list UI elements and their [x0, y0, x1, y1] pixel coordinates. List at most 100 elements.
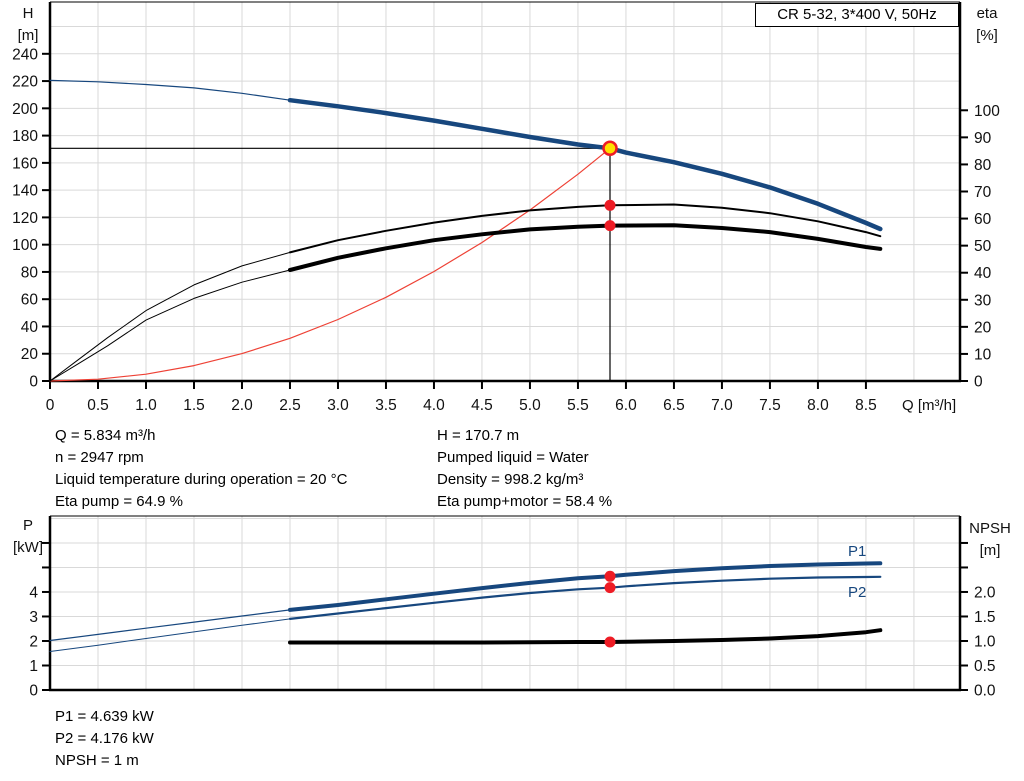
svg-text:2.0: 2.0 — [974, 584, 996, 601]
bottom-chart-grid — [50, 516, 960, 690]
svg-text:100: 100 — [974, 103, 1000, 120]
svg-text:3.0: 3.0 — [327, 397, 349, 414]
bottom-chart-frame — [48, 515, 962, 692]
h-axis-unit-label: H [m] — [10, 3, 46, 47]
eta-axis-unit-symbol: eta — [976, 5, 998, 22]
svg-text:100: 100 — [12, 237, 38, 254]
svg-text:20: 20 — [21, 346, 39, 363]
operating-point-left-block: Q = 5.834 m³/h n = 2947 rpm Liquid tempe… — [55, 425, 347, 513]
svg-text:0: 0 — [974, 374, 983, 391]
svg-text:6.0: 6.0 — [615, 397, 637, 414]
svg-text:7.5: 7.5 — [759, 397, 781, 414]
npsh-point-marker — [604, 636, 616, 648]
npsh-curve — [288, 628, 883, 645]
svg-text:180: 180 — [12, 128, 38, 145]
eta-axis-unit-measure: [%] — [976, 27, 998, 44]
eta-pump-motor-thin-curve — [49, 269, 291, 382]
svg-text:7.0: 7.0 — [711, 397, 733, 414]
pump-title-box: CR 5-32, 3*400 V, 50Hz — [755, 3, 959, 27]
svg-text:20: 20 — [974, 319, 992, 336]
svg-text:4.5: 4.5 — [471, 397, 493, 414]
svg-text:4.0: 4.0 — [423, 397, 445, 414]
svg-text:30: 30 — [974, 292, 992, 309]
duty-point-marker — [602, 140, 618, 157]
pumped-liquid-value: Pumped liquid = Water — [437, 449, 589, 466]
p2-curve — [288, 575, 882, 621]
svg-text:3: 3 — [29, 609, 38, 626]
flow-value: Q = 5.834 m³/h — [55, 427, 156, 444]
svg-text:5.0: 5.0 — [519, 397, 541, 414]
qh-thin-curve — [49, 79, 291, 101]
svg-text:1.0: 1.0 — [974, 633, 996, 650]
top-chart-grid — [50, 2, 960, 381]
top-chart-frame — [48, 1, 962, 383]
eta-pump-motor-value: Eta pump+motor = 58.4 % — [437, 493, 613, 510]
svg-text:60: 60 — [974, 211, 992, 228]
eta-pump-motor-point-marker — [604, 220, 616, 232]
svg-text:10: 10 — [974, 346, 992, 363]
eta-axis-unit-label: eta [%] — [966, 3, 1008, 47]
p-axis-unit-symbol: P — [22, 517, 33, 534]
npsh-axis-unit-symbol: NPSH — [969, 520, 1011, 537]
q-axis-unit-label: Q [m³/h] — [902, 397, 957, 414]
svg-text:40: 40 — [21, 319, 39, 336]
svg-text:240: 240 — [12, 46, 38, 63]
svg-text:40: 40 — [974, 265, 992, 282]
eta-pump-value: Eta pump = 64.9 % — [55, 493, 183, 510]
svg-text:2.0: 2.0 — [231, 397, 253, 414]
svg-text:60: 60 — [21, 292, 39, 309]
eta-pump-thin-curve — [49, 251, 291, 382]
liquid-temperature-value: Liquid temperature during operation = 20… — [55, 471, 348, 488]
p2-thin-curve — [49, 618, 291, 652]
svg-text:200: 200 — [12, 101, 38, 118]
svg-text:50: 50 — [974, 238, 992, 255]
svg-text:8.5: 8.5 — [855, 397, 877, 414]
svg-text:5.5: 5.5 — [567, 397, 589, 414]
svg-text:3.5: 3.5 — [375, 397, 397, 414]
operating-point-right-block: H = 170.7 m Pumped liquid = Water Densit… — [437, 425, 612, 513]
svg-text:1.5: 1.5 — [183, 397, 205, 414]
speed-value: n = 2947 rpm — [55, 449, 144, 466]
svg-text:4: 4 — [29, 584, 38, 601]
p2-point-marker — [604, 582, 616, 594]
eta-pump-motor-curve — [288, 223, 883, 272]
svg-text:220: 220 — [12, 74, 38, 91]
svg-text:80: 80 — [974, 157, 992, 174]
svg-text:6.5: 6.5 — [663, 397, 685, 414]
svg-text:90: 90 — [974, 130, 992, 147]
svg-text:0.5: 0.5 — [974, 658, 996, 675]
density-value: Density = 998.2 kg/m³ — [437, 471, 584, 488]
p1-curve — [288, 561, 883, 612]
p2-curve-label: P2 — [848, 584, 867, 601]
bottom-chart-ticks: 0 1 2 3 4 0.0 0.5 1.0 1.5 2.0 — [29, 541, 996, 700]
h-axis-unit-symbol: H — [22, 5, 34, 22]
p1-curve-label: P1 — [848, 543, 867, 560]
top-chart-ticks: 0 0.5 1.0 1.5 2.0 2.5 3.0 3.5 4.0 4.5 5.0 5.5 6.0 6.5… — [12, 46, 1000, 414]
npsh-value: NPSH = 1 m — [55, 752, 139, 769]
p-axis-unit-measure: [kW] — [13, 539, 43, 556]
svg-text:140: 140 — [12, 183, 38, 200]
p1-point-marker — [604, 570, 616, 582]
svg-text:160: 160 — [12, 155, 38, 172]
qh-curve — [287, 97, 883, 232]
p1-thin-curve — [49, 609, 291, 642]
svg-text:120: 120 — [12, 210, 38, 227]
eta-pump-point-marker — [604, 199, 616, 211]
svg-text:0: 0 — [46, 397, 55, 414]
svg-text:2: 2 — [29, 633, 38, 650]
system-curve-curve — [49, 147, 611, 382]
svg-text:0: 0 — [29, 374, 38, 391]
p1-value: P1 = 4.639 kW — [55, 708, 154, 725]
power-npsh-block: P1 = 4.639 kW P2 = 4.176 kW NPSH = 1 m — [55, 706, 154, 772]
svg-text:80: 80 — [21, 264, 39, 281]
svg-text:0.0: 0.0 — [974, 683, 996, 700]
svg-text:0: 0 — [29, 683, 38, 700]
svg-text:70: 70 — [974, 184, 992, 201]
h-axis-unit-measure: [m] — [17, 27, 39, 44]
svg-text:8.0: 8.0 — [807, 397, 829, 414]
npsh-axis-unit-label: NPSH [m] — [962, 518, 1018, 562]
head-value: H = 170.7 m — [437, 427, 520, 444]
svg-text:1.5: 1.5 — [974, 609, 996, 626]
svg-text:0.5: 0.5 — [87, 397, 109, 414]
